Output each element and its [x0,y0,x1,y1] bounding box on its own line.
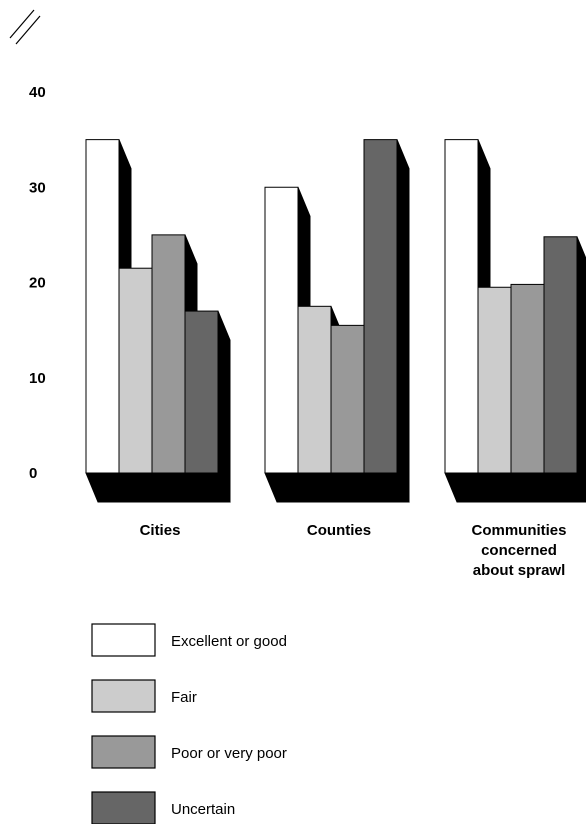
bar-front-face [85,139,120,474]
category-label-communities-concerned-about-sprawl-line-3: about sprawl [473,562,566,579]
bar-front-face [444,139,479,474]
legend-item-poor-or-very-poor: Poor or very poor [91,735,287,769]
y-tick-label-0: 0 [29,465,37,482]
category-label-communities-concerned-about-sprawl-line-2: concerned [481,542,557,559]
legend-label: Fair [171,689,197,706]
legend-swatch [91,623,156,657]
bar-front-face [264,186,299,474]
legend-label: Poor or very poor [171,745,287,762]
legend-swatch [91,735,156,769]
category-label-communities-concerned-about-sprawl-line-1: Communities [471,522,566,539]
legend-swatch [91,679,156,713]
category-labels: Cities Counties Communities concerned about … [140,522,567,579]
bar-front-face [151,234,186,474]
category-label-counties: Counties [307,522,371,539]
y-tick-label-40: 40 [29,84,46,101]
bar-front-face [543,236,578,474]
y-tick-label-10: 10 [29,370,46,387]
legend-item-uncertain: Uncertain [91,791,235,824]
legend-item-excellent-or-good: Excellent or good [91,623,287,657]
bar-front-face [330,324,365,474]
legend-item-fair: Fair [91,679,197,713]
bar-counties-uncertain [363,139,410,503]
legend-label: Excellent or good [171,633,287,650]
bar-front-face [363,139,398,474]
y-axis-ticks: 0 10 20 30 40 [29,84,46,482]
bar-side-face [576,236,586,497]
y-tick-label-20: 20 [29,275,46,292]
bar-cities-uncertain [184,310,231,503]
bar-front-face [184,310,219,474]
bar-front-face [118,267,153,474]
legend: Excellent or good Fair Poor or very poor Un… [91,623,287,824]
bar-front-face [297,305,332,474]
y-tick-label-30: 30 [29,179,46,196]
bar-communities-concerned-about-sprawl-uncertain [543,236,586,497]
bar-front-face [510,283,545,474]
legend-swatch [91,791,156,824]
bar-side-face [217,310,231,503]
legend-label: Uncertain [171,801,235,818]
category-label-cities: Cities [140,522,181,539]
bar-side-face [396,139,410,503]
axis-break-mark [9,9,41,45]
bar-front-face [477,286,512,474]
chart-bars [85,139,586,503]
